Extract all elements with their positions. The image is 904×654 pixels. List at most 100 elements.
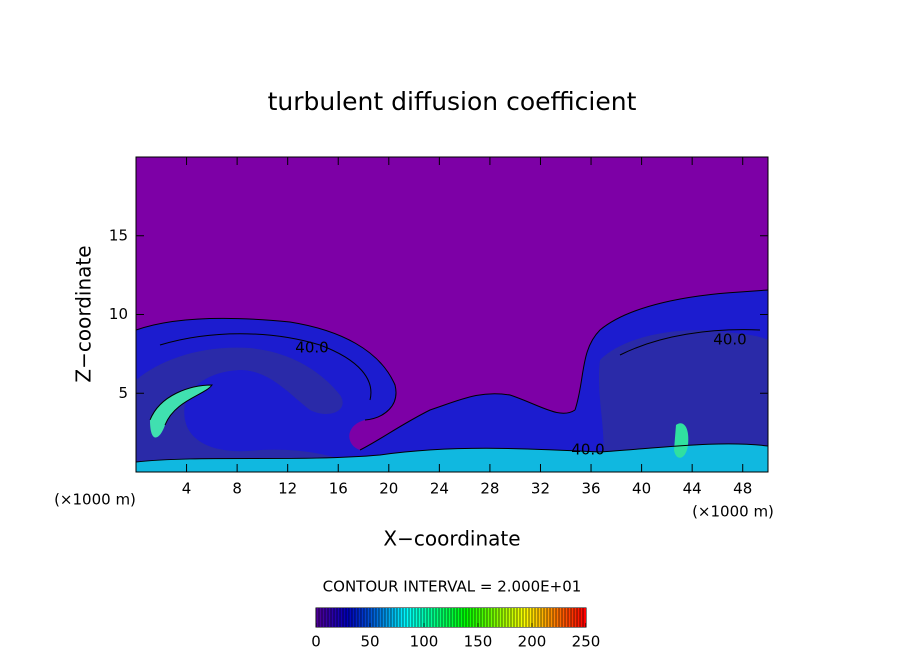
colorbar-swatch [325, 608, 328, 627]
colorbar-swatch [556, 608, 559, 627]
colorbar-swatch [442, 608, 445, 627]
colorbar-swatch [523, 608, 526, 627]
colorbar-swatch [448, 608, 451, 627]
colorbar-swatch [337, 608, 340, 627]
colorbar-swatch [553, 608, 556, 627]
colorbar-swatch [388, 608, 391, 627]
x-tick-label: 12 [278, 480, 297, 498]
colorbar-swatch [367, 608, 370, 627]
contour-label: 40.0 [295, 339, 328, 357]
colorbar-swatch [430, 608, 433, 627]
x-axis-label: X−coordinate [383, 527, 520, 551]
field-region [136, 347, 350, 472]
colorbar-swatch [334, 608, 337, 627]
x-tick-label: 8 [232, 480, 242, 498]
colorbar-swatch [331, 608, 334, 627]
colorbar-swatch [469, 608, 472, 627]
colorbar-swatch [376, 608, 379, 627]
colorbar-swatch [439, 608, 442, 627]
colorbar-swatch [355, 608, 358, 627]
field-region [674, 423, 689, 458]
colorbar-swatch [364, 608, 367, 627]
chart-title: turbulent diffusion coefficient [268, 87, 637, 116]
colorbar-swatch [487, 608, 490, 627]
colorbar-tick-label: 50 [360, 633, 379, 651]
colorbar-swatch [400, 608, 403, 627]
colorbar-swatch [466, 608, 469, 627]
colorbar-swatch [424, 608, 427, 627]
colorbar-swatch [571, 608, 574, 627]
colorbar-swatch [340, 608, 343, 627]
x-tick-label: 28 [480, 480, 499, 498]
colorbar-tick-label: 250 [572, 633, 601, 651]
contour-line [619, 329, 761, 356]
colorbar-swatch [346, 608, 349, 627]
colorbar-swatch [391, 608, 394, 627]
colorbar-swatch [481, 608, 484, 627]
colorbar-swatch [361, 608, 364, 627]
colorbar-tick-label: 200 [518, 633, 547, 651]
colorbar-swatch [538, 608, 541, 627]
colorbar-swatch [322, 608, 325, 627]
contour-line [574, 289, 768, 411]
colorbar-swatch [427, 608, 430, 627]
colorbar-swatch [550, 608, 553, 627]
colorbar-swatch [532, 608, 535, 627]
contour-line [359, 393, 576, 451]
colorbar-swatch [373, 608, 376, 627]
colorbar-swatch [475, 608, 478, 627]
colorbar-swatch [472, 608, 475, 627]
x-tick-label: 16 [329, 480, 348, 498]
x-tick-label: 20 [379, 480, 398, 498]
colorbar-swatch [544, 608, 547, 627]
colorbar-swatch [382, 608, 385, 627]
colorbar-swatch [508, 608, 511, 627]
x-tick-label: 44 [683, 480, 702, 498]
colorbar-swatch [409, 608, 412, 627]
x-tick-label: 36 [581, 480, 600, 498]
y-tick-label: 5 [118, 384, 128, 402]
field-region [598, 330, 768, 472]
colorbar-swatch [505, 608, 508, 627]
colorbar-swatch [565, 608, 568, 627]
field-region [136, 443, 768, 472]
colorbar-swatch [514, 608, 517, 627]
x-tick-label: 24 [430, 480, 449, 498]
colorbar-swatch [412, 608, 415, 627]
y-tick-label: 10 [109, 305, 128, 323]
colorbar-swatch [436, 608, 439, 627]
colorbar-swatch [499, 608, 502, 627]
contour-label: 40.0 [713, 331, 746, 349]
colorbar-swatch [385, 608, 388, 627]
colorbar-swatch [526, 608, 529, 627]
colorbar-swatch [502, 608, 505, 627]
colorbar-swatch [358, 608, 361, 627]
x-unit-label: (×1000 m) [692, 503, 774, 521]
colorbar-swatch [478, 608, 481, 627]
x-unit-label: (×1000 m) [54, 491, 136, 509]
colorbar-swatch [529, 608, 532, 627]
field [136, 289, 768, 472]
colorbar-swatch [484, 608, 487, 627]
contour-label: 40.0 [571, 441, 604, 459]
colorbar-swatch [535, 608, 538, 627]
colorbar-swatch [454, 608, 457, 627]
colorbar-swatch [577, 608, 580, 627]
y-axis-label: Z−coordinate [72, 245, 96, 382]
colorbar-swatch [511, 608, 514, 627]
colorbar-swatch [349, 608, 352, 627]
colorbar-tick-label: 0 [311, 633, 321, 651]
colorbar-swatch [394, 608, 397, 627]
colorbar-swatch [445, 608, 448, 627]
colorbar-swatch [517, 608, 520, 627]
colorbar-swatch [562, 608, 565, 627]
colorbar-tick-label: 150 [464, 633, 493, 651]
colorbar-swatch [541, 608, 544, 627]
colorbar-swatch [583, 608, 586, 627]
colorbar-swatch [463, 608, 466, 627]
colorbar-swatch [460, 608, 463, 627]
colorbar-swatch [457, 608, 460, 627]
colorbar-tick-label: 100 [410, 633, 439, 651]
x-tick-label: 40 [632, 480, 651, 498]
